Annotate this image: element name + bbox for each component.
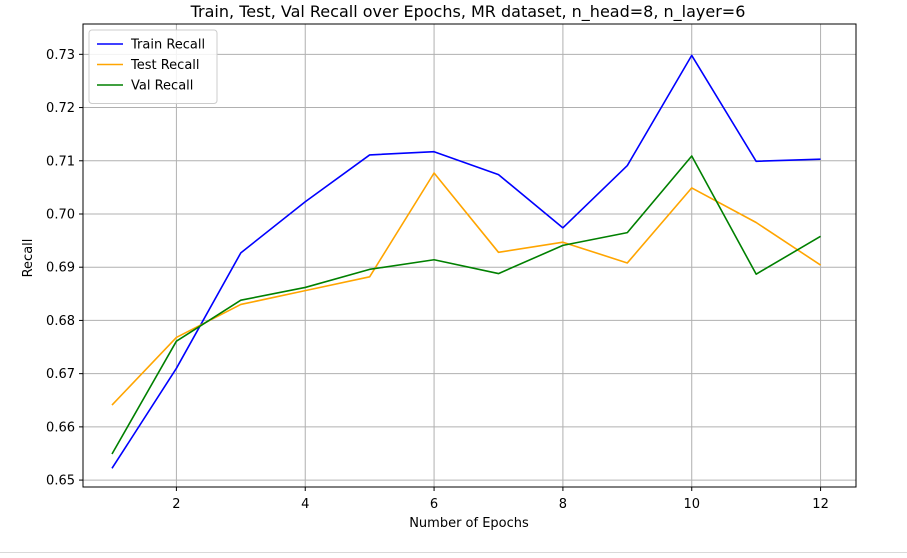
legend-entry-label: Train Recall: [130, 38, 205, 53]
legend-entry-label: Val Recall: [131, 79, 193, 94]
y-tick-label: 0.70: [46, 207, 75, 222]
y-tick-label: 0.71: [46, 154, 75, 169]
x-tick-label: 8: [559, 497, 567, 512]
y-tick-label: 0.67: [46, 367, 75, 382]
y-tick-label: 0.73: [46, 48, 75, 63]
series-line-val-recall: [111, 155, 821, 455]
y-tick-label: 0.68: [46, 314, 75, 329]
y-tick-label: 0.69: [46, 261, 75, 276]
x-tick-label: 12: [812, 497, 829, 512]
series-line-train-recall: [111, 54, 821, 469]
tick-layer: 2 4 6 8 10 12 0.65 0.66 0.67 0.68 0.69 0.70 0.71 0.72…: [46, 48, 829, 512]
bottom-divider: [0, 552, 907, 553]
grid-layer: [83, 24, 856, 487]
legend: Train Recall Test Recall Val Recall: [88, 29, 218, 104]
y-axis-label: Recall: [21, 239, 36, 278]
y-tick-label: 0.72: [46, 101, 75, 116]
legend-entry-label: Test Recall: [130, 58, 200, 73]
series-layer: [111, 54, 822, 469]
x-tick-label: 2: [172, 497, 180, 512]
y-tick-label: 0.65: [46, 474, 75, 489]
x-axis-label: Number of Epochs: [409, 516, 529, 531]
x-tick-label: 4: [301, 497, 309, 512]
series-line-test-recall: [111, 172, 822, 406]
y-tick-label: 0.66: [46, 420, 75, 435]
chart-title: Train, Test, Val Recall over Epochs, MR …: [190, 2, 746, 22]
plot-area-frame: [82, 23, 857, 488]
x-tick-label: 10: [683, 497, 700, 512]
x-tick-label: 6: [430, 497, 438, 512]
